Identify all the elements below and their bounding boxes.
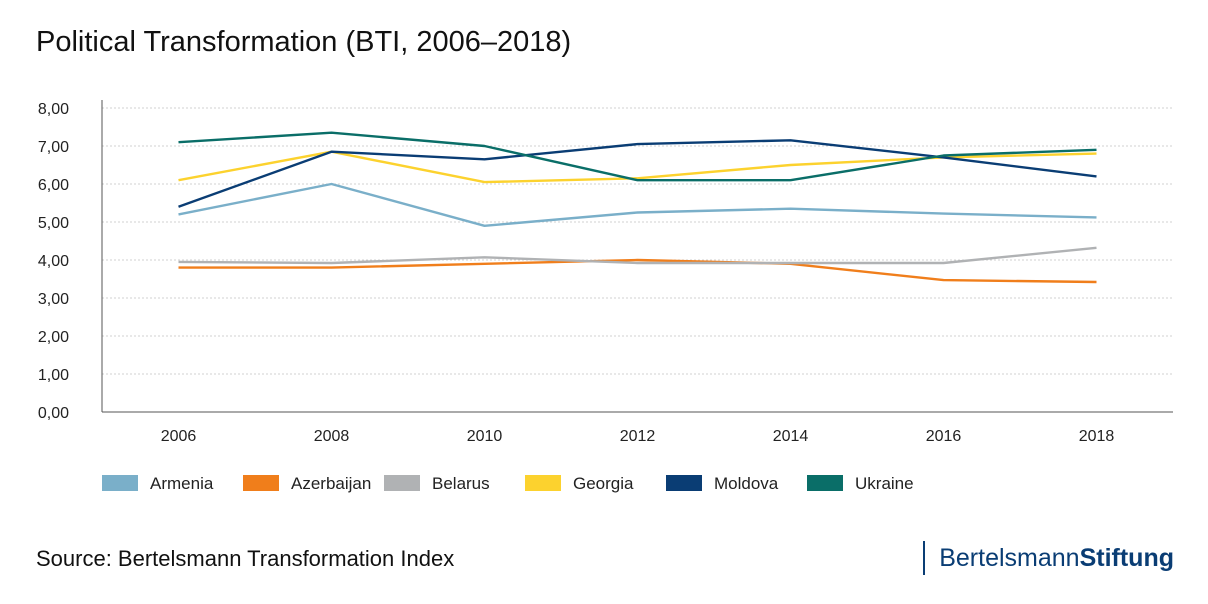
series-line-belarus [178, 246, 1097, 265]
legend: Armenia Azerbaijan Belarus Georgia Moldova Uk… [102, 474, 914, 493]
y-tick-label: 2,00 [38, 329, 69, 346]
legend-label: Moldova [714, 474, 779, 493]
y-tick-label: 8,00 [38, 101, 69, 118]
legend-label: Armenia [150, 474, 214, 493]
series-lines [178, 131, 1097, 284]
source-note: Source: Bertelsmann Transformation Index [36, 546, 455, 571]
legend-label: Belarus [432, 474, 490, 493]
brand-regular: Bertelsmann [939, 544, 1080, 572]
legend-item-belarus: Belarus [384, 474, 490, 493]
legend-item-moldova: Moldova [666, 474, 779, 493]
y-tick-label: 6,00 [38, 177, 69, 194]
gridlines [102, 107, 1173, 375]
legend-swatch [807, 475, 843, 491]
series-line-moldova [178, 139, 1097, 208]
y-tick-label: 5,00 [38, 215, 69, 232]
legend-label: Azerbaijan [291, 474, 371, 493]
y-tick-label: 1,00 [38, 367, 69, 384]
series-line-azerbaijan [178, 258, 1097, 284]
x-axis-ticks: 2006 2008 2010 2012 2014 2016 2018 [161, 428, 1115, 445]
y-axis-ticks: 0,00 1,00 2,00 3,00 4,00 5,00 6,00 7,00 8,00 [38, 101, 69, 422]
brand-bold: Stiftung [1079, 544, 1174, 572]
y-tick-label: 3,00 [38, 291, 69, 308]
legend-label: Ukraine [855, 474, 914, 493]
legend-label: Georgia [573, 474, 634, 493]
legend-item-georgia: Georgia [525, 474, 634, 493]
y-tick-label: 0,00 [38, 405, 69, 422]
x-tick-label: 2008 [314, 428, 350, 445]
x-tick-label: 2012 [620, 428, 656, 445]
x-tick-label: 2018 [1079, 428, 1115, 445]
chart-title: Political Transformation (BTI, 2006–2018… [36, 26, 572, 58]
y-tick-label: 4,00 [38, 253, 69, 270]
legend-item-azerbaijan: Azerbaijan [243, 474, 371, 493]
axes [101, 100, 1173, 413]
legend-swatch [666, 475, 702, 491]
x-tick-label: 2010 [467, 428, 503, 445]
legend-item-armenia: Armenia [102, 474, 214, 493]
legend-swatch [102, 475, 138, 491]
legend-item-ukraine: Ukraine [807, 474, 914, 493]
legend-swatch [243, 475, 279, 491]
legend-swatch [384, 475, 420, 491]
series-line-ukraine [178, 131, 1097, 182]
x-tick-label: 2014 [773, 428, 809, 445]
x-tick-label: 2006 [161, 428, 197, 445]
series-line-armenia [178, 182, 1097, 228]
y-tick-label: 7,00 [38, 139, 69, 156]
x-tick-label: 2016 [926, 428, 962, 445]
brand-logo: BertelsmannStiftung [923, 541, 1174, 575]
legend-swatch [525, 475, 561, 491]
